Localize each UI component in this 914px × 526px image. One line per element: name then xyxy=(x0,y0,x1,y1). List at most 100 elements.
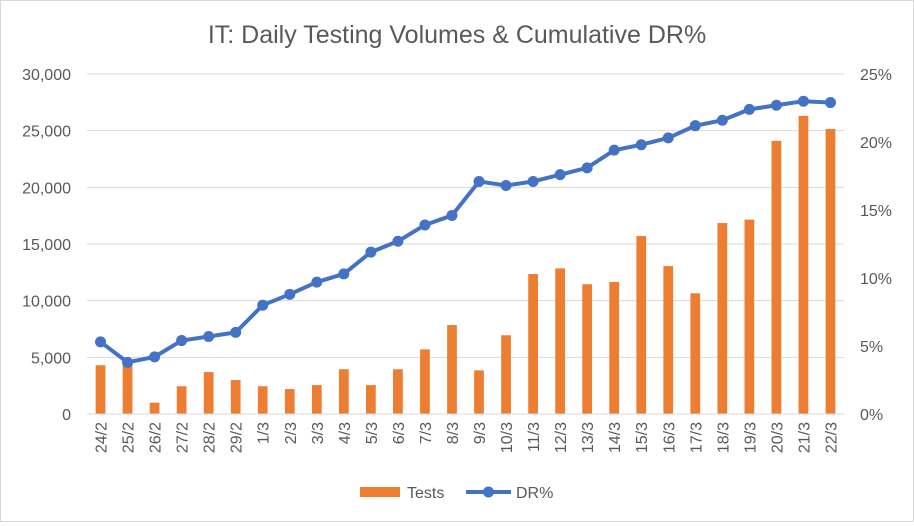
bar-tests xyxy=(149,402,160,414)
y-left-tick-label: 20,000 xyxy=(22,180,71,197)
x-tick-label: 26/2 xyxy=(148,422,165,453)
x-tick-label: 22/3 xyxy=(823,422,840,453)
y-right-tick-label: 10% xyxy=(860,271,892,288)
point-dr xyxy=(338,268,350,280)
bar-tests xyxy=(744,219,755,414)
y-left-tick-label: 10,000 xyxy=(22,294,71,311)
point-dr xyxy=(608,144,620,156)
line-series-dr xyxy=(95,95,836,368)
x-tick-label: 13/3 xyxy=(580,422,597,453)
x-tick-label: 19/3 xyxy=(742,422,759,453)
bar-tests xyxy=(582,284,593,414)
x-tick-label: 5/3 xyxy=(364,422,381,444)
x-tick-label: 4/3 xyxy=(337,422,354,444)
point-dr xyxy=(824,97,836,109)
bar-tests xyxy=(203,372,214,414)
bar-tests xyxy=(257,386,268,414)
x-tick-label: 20/3 xyxy=(769,422,786,453)
y-left-tick-label: 5,000 xyxy=(31,350,71,367)
y-left-tick-label: 15,000 xyxy=(22,237,71,254)
x-tick-label: 11/3 xyxy=(526,422,543,452)
y-right-tick-label: 20% xyxy=(860,135,892,152)
bar-tests xyxy=(176,386,187,414)
point-dr xyxy=(176,335,188,347)
y-left-tick-label: 25,000 xyxy=(22,124,71,141)
y-right-tick-label: 15% xyxy=(860,203,892,220)
point-dr xyxy=(581,162,593,174)
point-dr xyxy=(392,235,404,247)
point-dr xyxy=(554,169,566,181)
bars-series-tests xyxy=(95,115,836,414)
point-dr xyxy=(689,120,701,132)
bar-tests xyxy=(663,266,674,414)
bar-tests xyxy=(825,128,836,414)
bar-tests xyxy=(609,281,620,414)
point-dr xyxy=(284,288,296,300)
point-dr xyxy=(662,132,674,144)
x-tick-label: 14/3 xyxy=(607,422,624,453)
x-tick-label: 2/3 xyxy=(283,422,300,444)
point-dr xyxy=(770,99,782,111)
bar-tests xyxy=(122,364,133,414)
legend-label-dr: DR% xyxy=(516,485,553,502)
x-tick-label: 7/3 xyxy=(418,422,435,444)
point-dr xyxy=(743,103,755,115)
x-tick-label: 21/3 xyxy=(796,422,813,453)
point-dr xyxy=(797,95,809,107)
y-left-tick-label: 0 xyxy=(62,407,71,424)
point-dr xyxy=(311,276,323,288)
point-dr xyxy=(527,175,539,187)
legend-swatch-dr-marker xyxy=(483,486,494,498)
bar-tests xyxy=(555,268,565,414)
legend: Tests DR% xyxy=(360,485,553,502)
point-dr xyxy=(419,219,431,231)
axes: 0 5,000 10,000 15,000 20,000 25,000 30,000 0% 5%… xyxy=(22,67,892,453)
bar-tests xyxy=(528,274,538,414)
bar-tests xyxy=(636,236,647,414)
x-tick-label: 27/2 xyxy=(175,422,192,453)
bar-tests xyxy=(230,380,241,414)
x-tick-label: 28/2 xyxy=(202,422,219,453)
x-tick-label: 9/3 xyxy=(472,422,489,444)
x-tick-label: 6/3 xyxy=(391,422,408,444)
bar-tests xyxy=(95,365,106,414)
y-left-tick-label: 30,000 xyxy=(22,67,71,84)
x-tick-label: 17/3 xyxy=(688,422,705,453)
x-tick-label: 25/2 xyxy=(121,422,138,453)
bar-tests xyxy=(447,325,457,414)
chart-title: IT: Daily Testing Volumes & Cumulative D… xyxy=(208,21,706,49)
x-tick-label: 12/3 xyxy=(553,422,570,453)
y-right-tick-label: 5% xyxy=(860,339,883,356)
line-dr-path xyxy=(99,99,831,365)
x-tick-label: 15/3 xyxy=(634,422,651,453)
y-right-tick-label: 25% xyxy=(860,67,892,84)
bar-tests xyxy=(771,140,782,414)
bar-tests xyxy=(338,369,349,414)
x-tick-label: 3/3 xyxy=(310,422,327,444)
point-dr xyxy=(122,356,134,368)
legend-label-tests: Tests xyxy=(407,485,444,502)
x-tick-label: 10/3 xyxy=(499,422,516,453)
point-dr xyxy=(635,139,647,151)
point-dr xyxy=(203,330,215,342)
point-dr xyxy=(446,209,458,221)
x-tick-label: 8/3 xyxy=(445,422,462,444)
point-dr xyxy=(473,175,485,187)
bar-tests xyxy=(366,385,376,414)
bar-tests xyxy=(717,223,728,414)
point-dr xyxy=(230,326,242,338)
legend-swatch-tests xyxy=(360,487,400,497)
bar-tests xyxy=(690,293,701,414)
point-dr xyxy=(365,246,377,258)
bar-tests xyxy=(798,115,809,414)
point-dr xyxy=(500,180,512,192)
x-tick-label: 29/2 xyxy=(229,422,246,453)
x-tick-label: 18/3 xyxy=(715,422,732,453)
point-dr xyxy=(257,299,269,311)
bar-tests xyxy=(474,370,484,414)
point-dr xyxy=(149,351,161,363)
x-tick-label: 24/2 xyxy=(94,422,111,453)
bar-tests xyxy=(501,335,511,414)
